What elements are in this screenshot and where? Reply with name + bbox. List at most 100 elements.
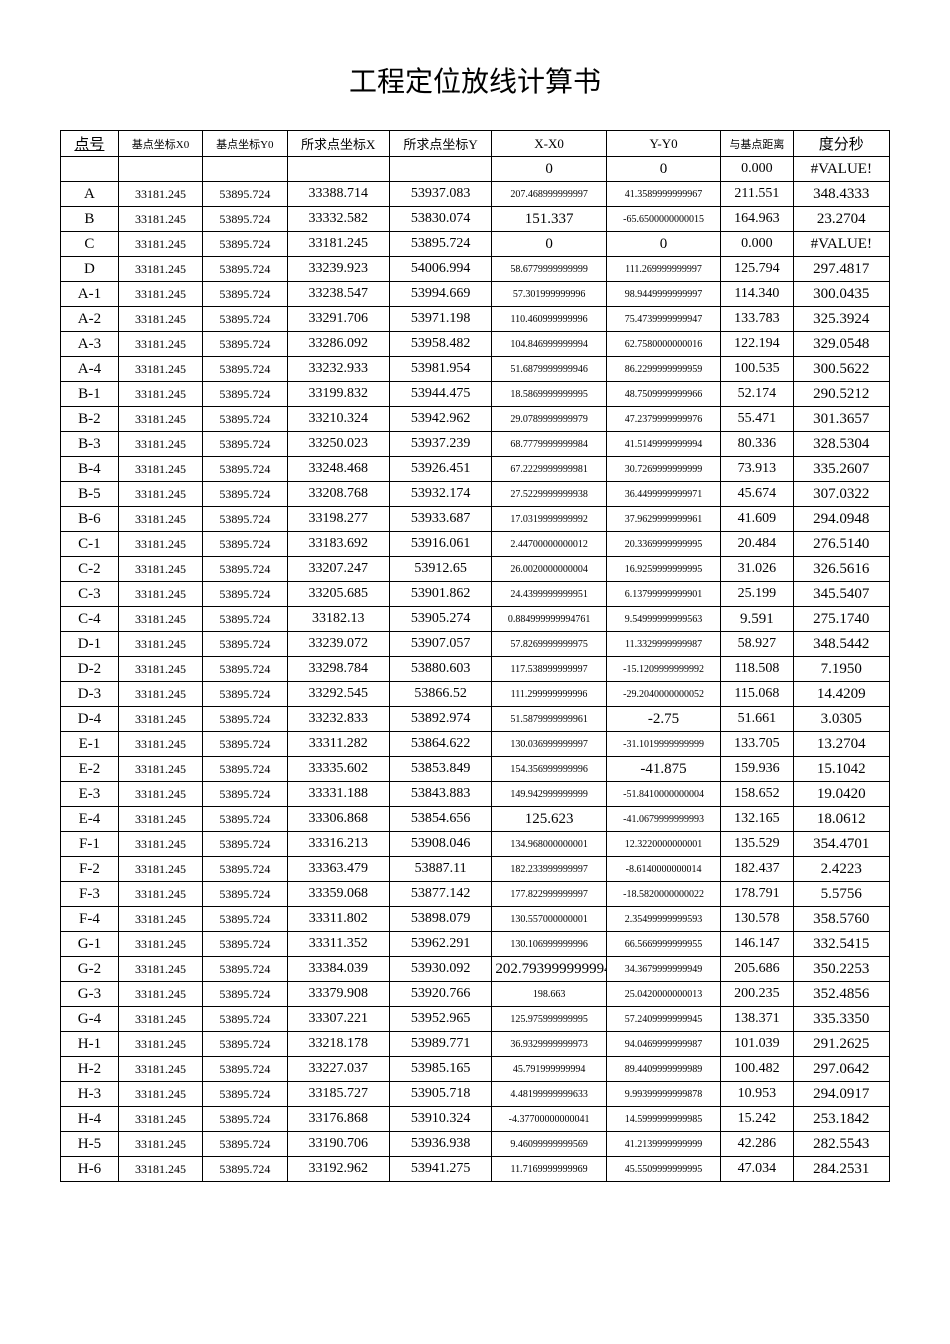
cell: 53895.724 [203,807,287,832]
cell: 159.936 [721,757,793,782]
cell: F-3 [61,882,119,907]
cell: 33298.784 [287,657,389,682]
cell: 146.147 [721,932,793,957]
cell: 20.484 [721,532,793,557]
table-row: H-433181.24553895.72433176.86853910.324-… [61,1107,890,1132]
table-row: C-433181.24553895.72433182.1353905.2740.… [61,607,890,632]
cell: E-2 [61,757,119,782]
cell: 2.4223 [793,857,889,882]
cell: 130.106999999996 [492,932,606,957]
cell: 86.2299999999959 [606,357,720,382]
cell: 53895.724 [203,682,287,707]
cell: 62.7580000000016 [606,332,720,357]
cell: 0.884999999994761 [492,607,606,632]
cell: 53937.239 [389,432,491,457]
cell: 134.968000000001 [492,832,606,857]
cell: 53895.724 [203,382,287,407]
cell: 53895.724 [203,257,287,282]
cell: 33181.245 [118,957,202,982]
cell: 45.674 [721,482,793,507]
cell: D-4 [61,707,119,732]
cell: 11.3329999999987 [606,632,720,657]
header-x0: 基点坐标X0 [118,131,202,157]
cell: 18.5869999999995 [492,382,606,407]
cell: 42.286 [721,1132,793,1157]
cell: 53907.057 [389,632,491,657]
table-row: B-433181.24553895.72433248.46853926.4516… [61,457,890,482]
cell: 33311.282 [287,732,389,757]
cell: 33181.245 [118,207,202,232]
cell: 33181.245 [118,1157,202,1182]
cell: 53942.962 [389,407,491,432]
cell: B-2 [61,407,119,432]
cell: D-3 [61,682,119,707]
cell: 53895.724 [203,857,287,882]
cell: 33192.962 [287,1157,389,1182]
cell: B-5 [61,482,119,507]
cell: H-3 [61,1082,119,1107]
cell: 9.591 [721,607,793,632]
table-row: A-333181.24553895.72433286.09253958.4821… [61,332,890,357]
cell: 9.54999999999563 [606,607,720,632]
cell: 53952.965 [389,1007,491,1032]
cell: 33210.324 [287,407,389,432]
cell: 307.0322 [793,482,889,507]
cell: 202.793999999994 [492,957,606,982]
cell: 100.535 [721,357,793,382]
cell: 48.7509999999966 [606,382,720,407]
cell: 53981.954 [389,357,491,382]
cell: 111.299999999996 [492,682,606,707]
cell: 19.0420 [793,782,889,807]
table-row: F-133181.24553895.72433316.21353908.0461… [61,832,890,857]
cell [287,157,389,182]
cell: 53880.603 [389,657,491,682]
cell: 58.6779999999999 [492,257,606,282]
cell: H-2 [61,1057,119,1082]
header-x: 所求点坐标X [287,131,389,157]
cell: D-2 [61,657,119,682]
page-title: 工程定位放线计算书 [60,60,890,100]
cell: 33182.13 [287,607,389,632]
cell: B [61,207,119,232]
cell: 53989.771 [389,1032,491,1057]
cell: 284.2531 [793,1157,889,1182]
cell: 41.3589999999967 [606,182,720,207]
cell: 118.508 [721,657,793,682]
table-row: B33181.24553895.72433332.58253830.074151… [61,207,890,232]
cell: 33181.245 [118,707,202,732]
table-row: D-233181.24553895.72433298.78453880.6031… [61,657,890,682]
cell: 53895.724 [203,882,287,907]
cell: 9.99399999999878 [606,1082,720,1107]
cell: 53895.724 [203,1132,287,1157]
cell: 33181.245 [118,682,202,707]
cell: A-3 [61,332,119,357]
cell: 53895.724 [203,532,287,557]
table-row: C-133181.24553895.72433183.69253916.0612… [61,532,890,557]
cell: 33181.245 [118,782,202,807]
cell: H-1 [61,1032,119,1057]
cell: -65.6500000000015 [606,207,720,232]
cell: 207.468999999997 [492,182,606,207]
cell: 53864.622 [389,732,491,757]
cell: 33198.277 [287,507,389,532]
table-row: B-133181.24553895.72433199.83253944.4751… [61,382,890,407]
header-dx: X-X0 [492,131,606,157]
cell: 20.3369999999995 [606,532,720,557]
cell: 53895.724 [203,307,287,332]
cell: 45.5509999999995 [606,1157,720,1182]
cell: 111.269999999997 [606,257,720,282]
cell: 154.356999999996 [492,757,606,782]
cell: 53971.198 [389,307,491,332]
cell: 53895.724 [203,357,287,382]
cell: 325.3924 [793,307,889,332]
cell: 158.652 [721,782,793,807]
cell: 53843.883 [389,782,491,807]
header-y0: 基点坐标Y0 [203,131,287,157]
cell: 125.975999999995 [492,1007,606,1032]
cell: 53895.724 [203,832,287,857]
cell: 33181.245 [118,807,202,832]
table-row: E-433181.24553895.72433306.86853854.6561… [61,807,890,832]
cell: 33181.245 [118,757,202,782]
cell: 75.4739999999947 [606,307,720,332]
cell: 33227.037 [287,1057,389,1082]
